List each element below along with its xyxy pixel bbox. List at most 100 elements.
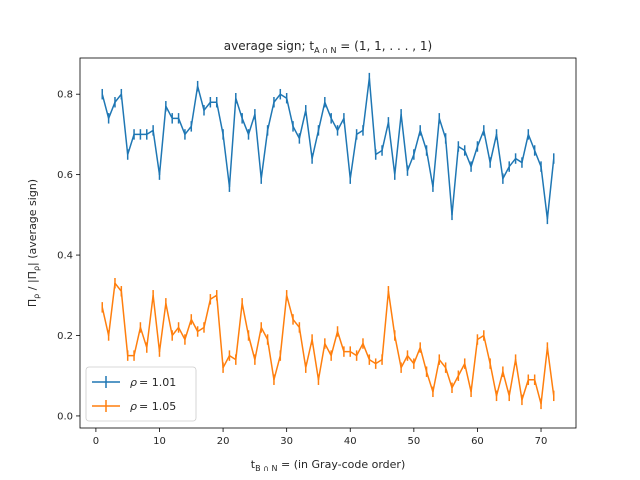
data-point: [540, 403, 542, 405]
data-point: [279, 93, 281, 95]
data-point: [203, 326, 205, 329]
data-point: [254, 113, 256, 115]
data-point: [546, 346, 548, 349]
data-point: [464, 149, 466, 152]
x-axis-label-suffix: = (in Gray-code order): [278, 458, 406, 471]
x-tick-label: 40: [344, 436, 357, 447]
data-point: [368, 359, 370, 361]
data-point: [324, 342, 326, 345]
data-point: [241, 302, 243, 304]
data-point: [432, 391, 434, 393]
data-point: [184, 133, 186, 136]
data-point: [381, 359, 383, 361]
data-point: [445, 137, 447, 140]
data-point: [146, 346, 148, 349]
legend-symbol-series-1: ρ: [130, 376, 137, 389]
y-axis-label-end: | (average sign): [26, 179, 39, 266]
data-point: [432, 186, 434, 188]
data-point: [247, 334, 250, 337]
data-point: [381, 149, 383, 152]
data-point: [470, 165, 472, 168]
data-point: [114, 101, 116, 103]
data-point: [305, 367, 307, 369]
data-point: [387, 290, 390, 292]
y-tick-label: 0.4: [57, 251, 73, 262]
data-point: [375, 363, 377, 365]
data-point: [120, 93, 122, 95]
plot-area: [79, 57, 577, 429]
data-point: [127, 355, 129, 357]
data-point: [349, 178, 351, 180]
data-point: [457, 145, 459, 148]
data-point: [527, 133, 529, 136]
data-point: [502, 371, 504, 373]
data-point: [133, 133, 135, 136]
legend: ρ = 1.01 ρ = 1.05: [85, 366, 197, 422]
data-point: [546, 218, 548, 220]
data-point: [260, 178, 262, 180]
data-point: [457, 375, 459, 377]
data-point: [139, 133, 142, 136]
legend-symbol-series-2: ρ: [130, 400, 137, 413]
data-point: [114, 282, 116, 284]
data-point: [400, 113, 402, 115]
data-point: [209, 298, 211, 300]
x-tick-label: 70: [535, 436, 548, 447]
data-point: [438, 359, 440, 361]
data-point: [165, 302, 167, 304]
data-point: [343, 117, 345, 119]
data-point: [336, 330, 339, 333]
data-point: [534, 149, 536, 152]
series-line: [101, 282, 555, 405]
data-point: [553, 157, 555, 160]
legend-label-series-1: ρ = 1.01: [130, 376, 176, 389]
data-point: [273, 101, 275, 103]
data-point: [266, 129, 269, 131]
data-point: [502, 178, 504, 180]
data-point: [165, 105, 167, 107]
data-point: [362, 129, 364, 131]
series-1: [101, 72, 555, 225]
data-point: [406, 355, 409, 357]
data-point: [216, 101, 218, 103]
data-point: [260, 326, 262, 329]
data-point: [286, 97, 288, 99]
series-layer: [101, 72, 555, 410]
y-tick-label: 0.6: [57, 170, 73, 181]
x-tick-label: 20: [217, 436, 230, 447]
data-point: [387, 121, 390, 123]
data-point: [108, 117, 110, 119]
data-point: [508, 395, 510, 397]
data-point: [311, 338, 313, 341]
data-point: [394, 174, 396, 176]
data-point: [324, 101, 326, 103]
data-point: [356, 133, 358, 136]
data-point: [483, 334, 485, 337]
data-point: [133, 355, 135, 357]
data-point: [171, 334, 173, 337]
data-point: [311, 157, 313, 160]
data-point: [254, 359, 256, 361]
data-point: [317, 379, 320, 381]
data-point: [298, 326, 300, 329]
data-point: [171, 117, 173, 119]
data-point: [235, 359, 237, 361]
data-point: [336, 129, 339, 131]
data-point: [120, 290, 122, 292]
data-point: [489, 363, 491, 365]
y-axis-label-sub-1: ρ: [32, 294, 41, 299]
data-point: [177, 117, 180, 119]
data-point: [190, 318, 192, 321]
data-point: [356, 355, 358, 357]
data-point: [495, 133, 498, 136]
data-point: [553, 395, 555, 397]
data-point: [451, 387, 453, 389]
y-tick-label: 0.8: [57, 90, 73, 101]
data-point: [534, 379, 536, 381]
data-point: [406, 170, 409, 172]
data-point: [222, 133, 224, 136]
data-point: [197, 330, 199, 333]
data-point: [413, 363, 415, 365]
data-point: [540, 165, 542, 168]
